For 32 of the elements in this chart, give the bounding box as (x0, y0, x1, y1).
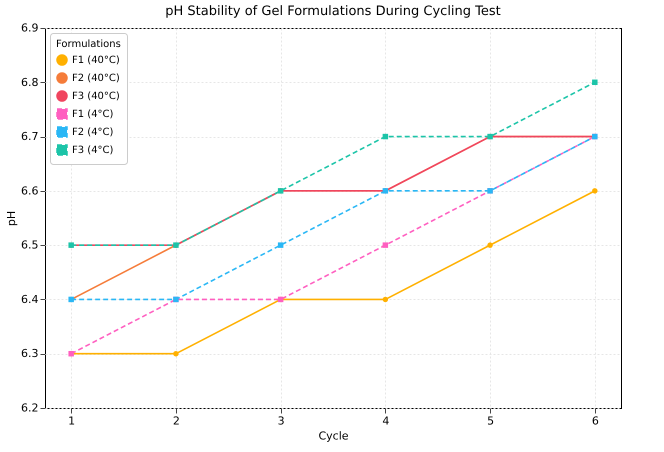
x-tick-label: 3 (278, 414, 285, 428)
point (382, 134, 388, 140)
x-axis-title: Cycle (318, 430, 349, 442)
x-tick-label: 4 (382, 414, 390, 428)
y-tick-label: 6.2 (21, 402, 38, 414)
legend-label: F1 (40°C) (72, 55, 120, 66)
y-axis-title: pH (5, 210, 18, 226)
x-tick-label: 5 (487, 414, 494, 428)
point (487, 242, 493, 248)
legend-label: F1 (4°C) (72, 109, 114, 120)
point (592, 80, 598, 86)
legend-label: F2 (40°C) (72, 73, 120, 84)
y-tick-label: 6.5 (21, 238, 38, 252)
point (592, 188, 598, 194)
chart-title: pH Stability of Gel Formulations During Cycling Test (165, 4, 501, 19)
point (382, 242, 388, 248)
x-tick-label: 2 (172, 414, 180, 428)
legend-label: F3 (4°C) (72, 145, 114, 156)
legend-label: F3 (40°C) (72, 91, 120, 102)
legend-title: Formulations (56, 39, 121, 50)
y-tick-label: 6.3 (21, 347, 38, 360)
point (382, 296, 388, 302)
point (278, 242, 284, 248)
y-tick-label: 6.4 (21, 292, 38, 306)
legend-label: F2 (4°C) (72, 127, 114, 138)
x-tick-label: 6 (592, 414, 599, 428)
y-tick-label: 6.8 (21, 76, 38, 89)
point (173, 350, 179, 356)
y-tick-label: 6.9 (21, 22, 38, 34)
y-tick-label: 6.6 (21, 184, 38, 198)
y-tick-label: 6.7 (21, 130, 38, 144)
x-tick-label: 1 (68, 414, 76, 428)
